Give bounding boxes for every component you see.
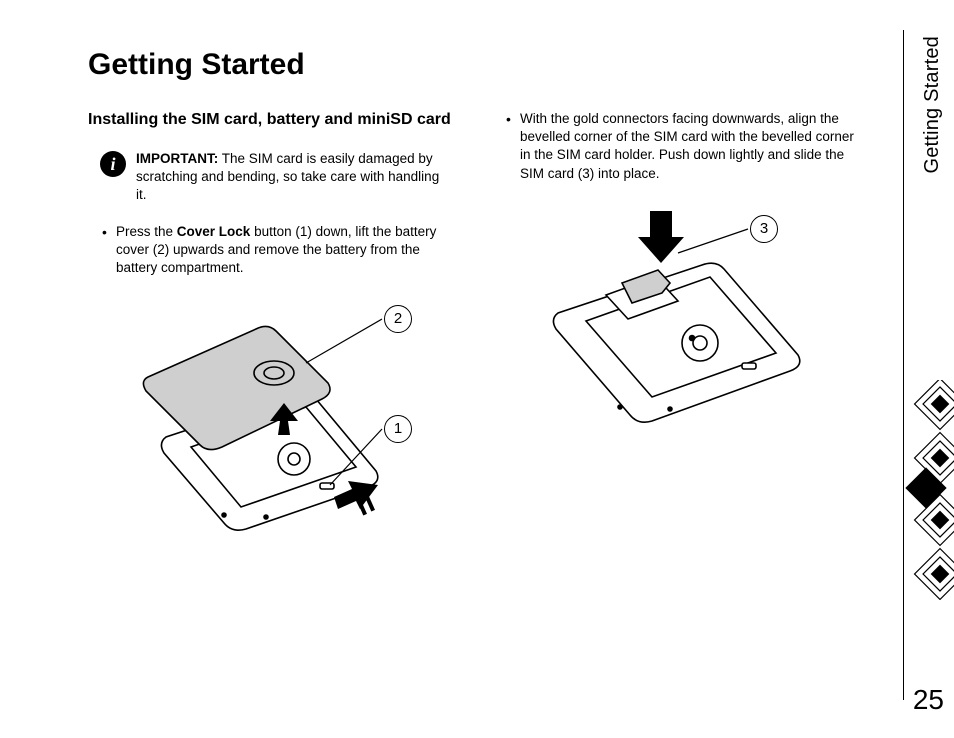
page-title: Getting Started [88,48,878,82]
figure-cover-removal: 2 1 [106,287,466,547]
step-1: Press the Cover Lock button (1) down, li… [102,223,464,278]
important-note: i IMPORTANT: The SIM card is easily dama… [100,150,440,205]
step-list-left: Press the Cover Lock button (1) down, li… [102,223,464,278]
section-tab-label: Getting Started [921,36,944,174]
section-heading: Installing the SIM card, battery and min… [88,110,464,130]
right-column: With the gold connectors facing downward… [492,110,868,547]
sim-insert-illustration [510,193,870,443]
step-1-pre: Press the [116,224,177,239]
note-lead: IMPORTANT: [136,151,218,166]
edge-decoration [904,380,954,600]
callout-3: 3 [750,215,778,243]
left-column: Installing the SIM card, battery and min… [88,110,464,547]
cover-removal-illustration [106,287,466,547]
info-icon: i [100,151,126,177]
step-list-right: With the gold connectors facing downward… [506,110,868,183]
note-text: IMPORTANT: The SIM card is easily damage… [136,150,440,205]
step-2: With the gold connectors facing downward… [506,110,868,183]
step-1-bold: Cover Lock [177,224,251,239]
manual-page: Getting Started Installing the SIM card,… [0,0,954,738]
figure-sim-insert: 3 [510,193,870,443]
content-area: Getting Started Installing the SIM card,… [88,48,878,688]
two-column-layout: Installing the SIM card, battery and min… [88,110,878,547]
page-number: 25 [913,684,944,716]
